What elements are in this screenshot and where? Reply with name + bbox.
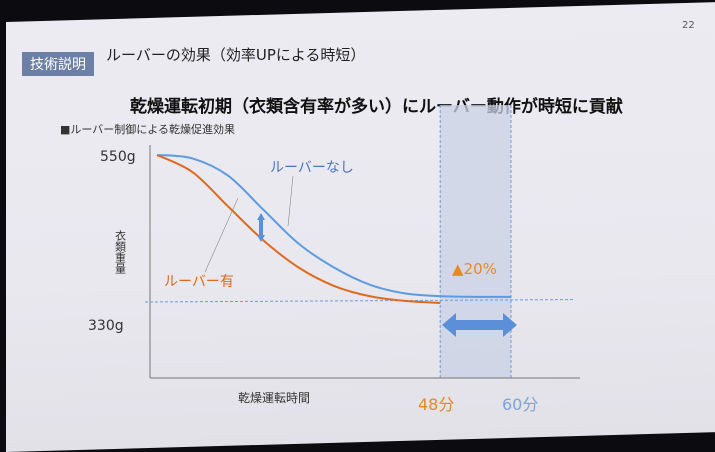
leader-line-on <box>204 197 239 273</box>
legend-louver-none: ルーバーなし <box>270 160 354 176</box>
x-axis-label: 乾燥運転時間 <box>238 391 310 405</box>
y-tick-330: 330g <box>88 318 124 334</box>
chart-title: ■ルーバー制御による乾燥促進効果 <box>60 122 235 136</box>
time-reduction-arrow-icon <box>442 313 517 337</box>
y-tick-550: 550g <box>100 149 136 165</box>
leader-line-none <box>287 175 294 227</box>
chart: ■ルーバー制御による乾燥促進効果 550g 330g 衣類重量 乾燥運転時間 4… <box>60 105 580 414</box>
x-tick-60: 60分 <box>502 395 538 414</box>
gap-arrow-icon <box>257 213 265 242</box>
legend-louver-on: ルーバー有 <box>164 274 234 290</box>
page-number: 22 <box>682 20 695 31</box>
series-louver-none-line <box>156 154 512 298</box>
slide-title: ルーバーの効果（効率UPによる時短） <box>106 46 366 64</box>
section-tag: 技術説明 <box>22 52 94 76</box>
y-axis-label: 衣類重量 <box>114 229 127 274</box>
series-louver-on-line <box>156 154 441 304</box>
min-weight-dashed-line <box>144 299 576 303</box>
x-tick-48: 48分 <box>418 395 454 414</box>
annotation-20-percent: ▲20% <box>452 260 497 278</box>
highlight-range <box>440 105 511 378</box>
